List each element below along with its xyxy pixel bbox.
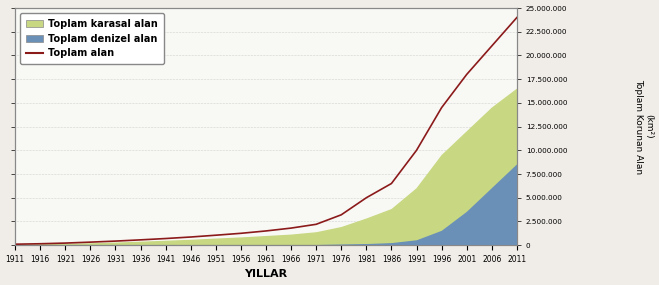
Y-axis label: (km²)
Toplam Korunan Alan: (km²) Toplam Korunan Alan — [634, 79, 654, 174]
Legend: Toplam karasal alan, Toplam denizel alan, Toplam alan: Toplam karasal alan, Toplam denizel alan… — [20, 13, 163, 64]
X-axis label: YILLAR: YILLAR — [244, 269, 287, 280]
